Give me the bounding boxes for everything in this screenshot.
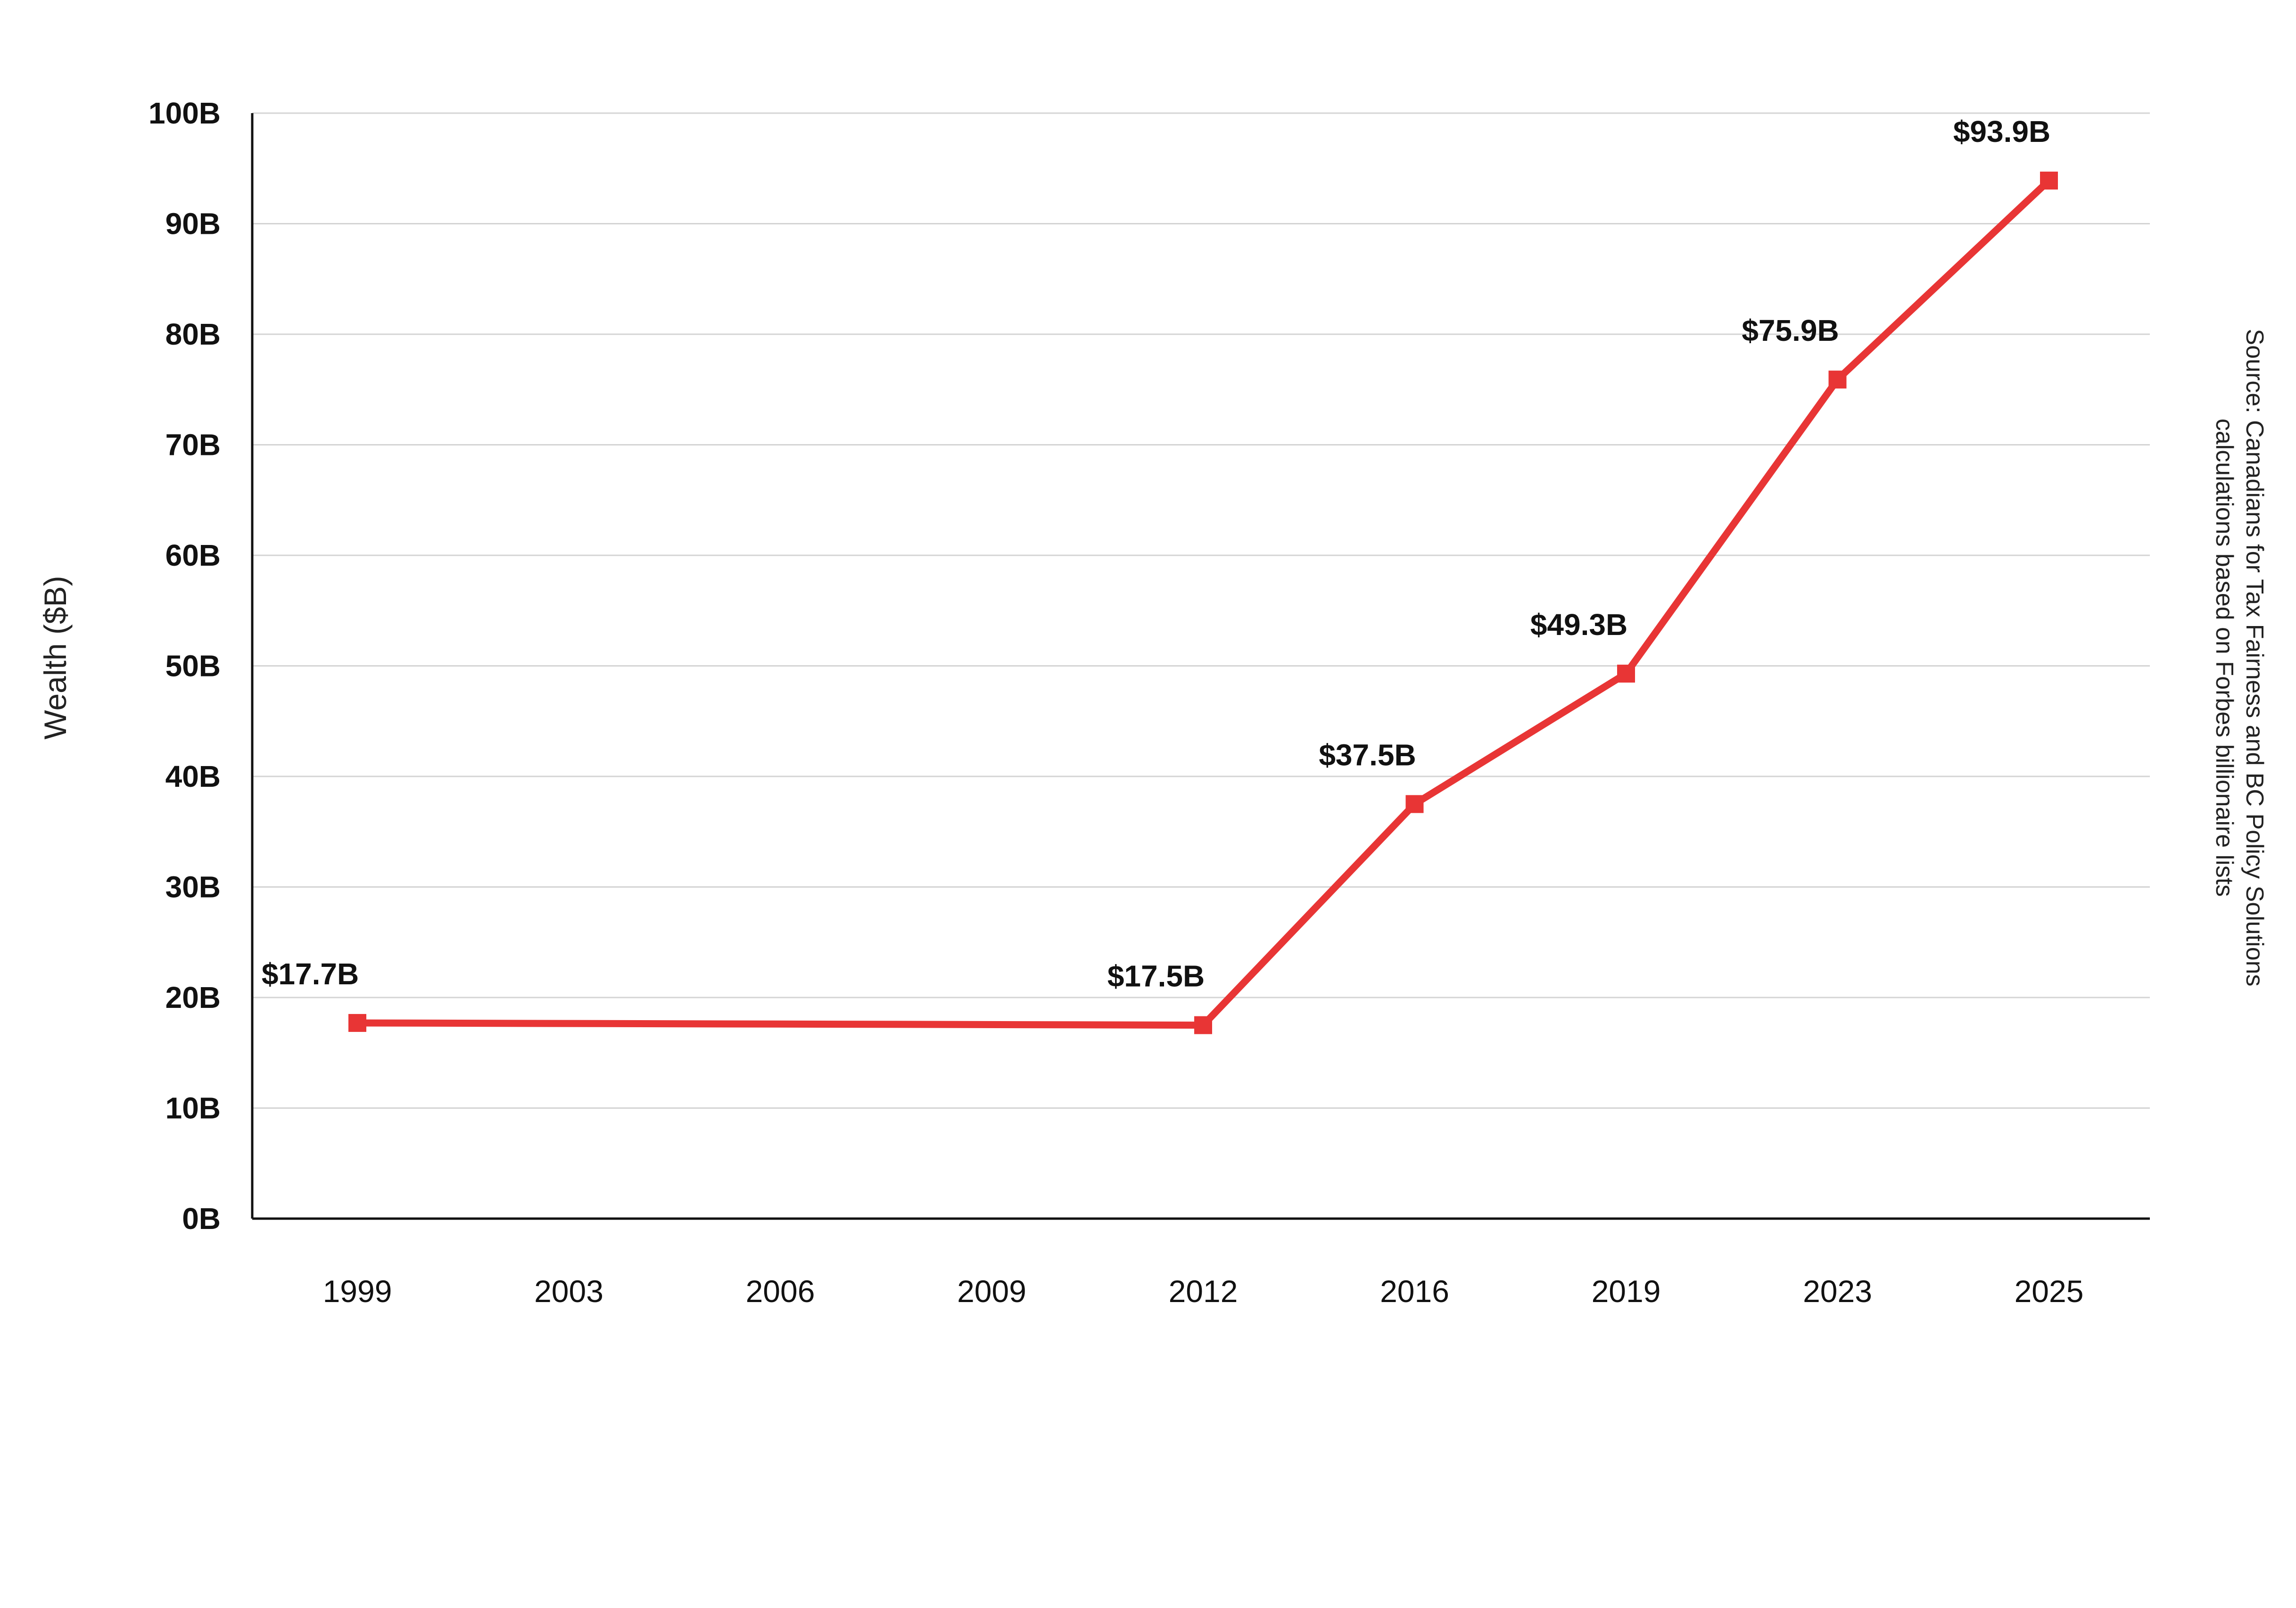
data-point-marker (348, 1014, 366, 1032)
y-tick-label: 50B (165, 649, 221, 683)
y-tick-label: 60B (165, 538, 221, 572)
y-tick-label: 0B (182, 1202, 221, 1236)
data-point-marker (1828, 371, 1847, 389)
y-tick-label: 80B (165, 317, 221, 351)
data-point-marker (1194, 1016, 1212, 1034)
x-tick-label: 2016 (1380, 1274, 1449, 1309)
x-tick-label: 2025 (2015, 1274, 2084, 1309)
x-tick-label: 2006 (746, 1274, 815, 1309)
data-label: $37.5B (1319, 738, 1416, 772)
y-axis-title: Wealth ($B) (38, 576, 73, 739)
source-note: Source: Canadians for Tax Fairness and B… (2211, 329, 2268, 986)
x-tick-label: 2019 (1592, 1274, 1661, 1309)
gridlines (252, 112, 2150, 1109)
x-tick-label: 2012 (1169, 1274, 1238, 1309)
y-tick-label: 40B (165, 759, 221, 793)
y-tick-label: 90B (165, 207, 221, 241)
source-line-2: calculations based on Forbes billionaire… (2211, 419, 2238, 897)
data-point-marker (2040, 172, 2058, 190)
y-tick-label: 10B (165, 1091, 221, 1125)
data-labels: $17.7B $17.5B $37.5B $49.3B $75.9B $93.9B (262, 115, 2050, 993)
data-label: $17.5B (1107, 959, 1205, 993)
x-tick-label: 2023 (1803, 1274, 1872, 1309)
source-line-1: Source: Canadians for Tax Fairness and B… (2241, 329, 2268, 986)
y-tick-label: 20B (165, 981, 221, 1014)
x-tick-label: 2009 (957, 1274, 1026, 1309)
x-tick-labels: 1999 2003 2006 2009 2012 2016 2019 2023 2025 (323, 1274, 2084, 1309)
data-label: $49.3B (1530, 608, 1627, 642)
data-label: $93.9B (1953, 115, 2050, 148)
data-point-marker (1617, 664, 1635, 683)
axes (251, 113, 2150, 1220)
x-tick-label: 1999 (323, 1274, 392, 1309)
y-tick-labels: 0B 10B 20B 30B 40B 50B 60B 70B 80B 90B 100B (149, 96, 221, 1236)
y-tick-label: 70B (165, 428, 221, 462)
series-line (357, 178, 2052, 1029)
y-tick-label: 30B (165, 870, 221, 904)
series-wealth (348, 172, 2058, 1034)
data-label: $75.9B (1742, 313, 1839, 347)
x-tick-label: 2003 (534, 1274, 603, 1309)
data-label: $17.7B (262, 957, 359, 991)
data-point-marker (1405, 795, 1424, 813)
y-tick-label: 100B (149, 96, 221, 130)
